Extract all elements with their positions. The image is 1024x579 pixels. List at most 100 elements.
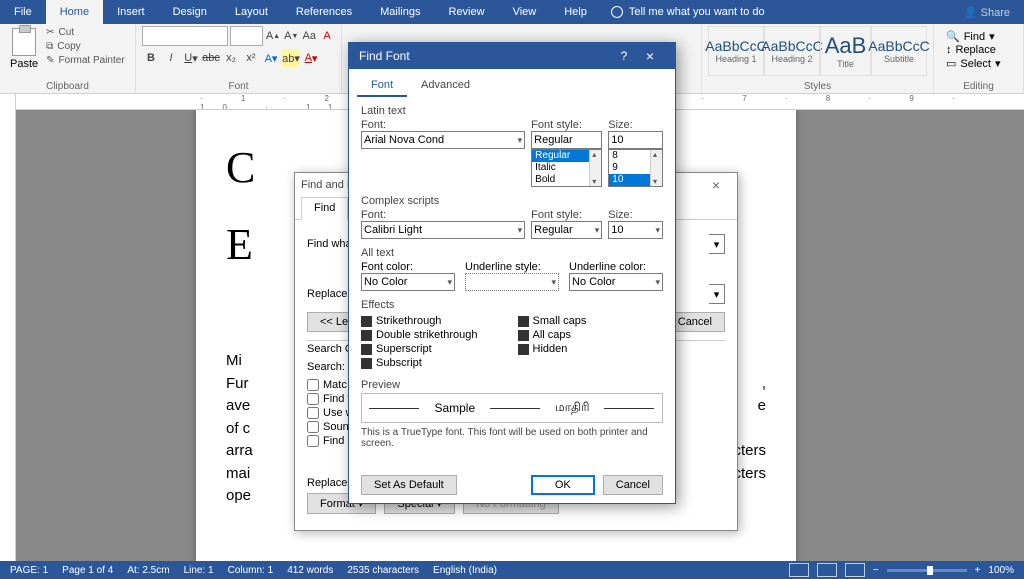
ff-superscript-check[interactable]: Superscript: [361, 343, 478, 355]
select-button[interactable]: ▭Select ▾: [946, 57, 1011, 70]
ff-style-input[interactable]: Regular: [531, 131, 602, 149]
tell-me-label: Tell me what you want to do: [629, 6, 765, 18]
highlight-button[interactable]: ab▾: [282, 49, 300, 67]
tab-layout[interactable]: Layout: [221, 0, 282, 24]
strike-button[interactable]: abc: [202, 49, 220, 67]
fr-tab-find[interactable]: Find: [301, 197, 348, 220]
tab-insert[interactable]: Insert: [103, 0, 159, 24]
tristate-icon: [518, 316, 529, 327]
tristate-icon: [518, 330, 529, 341]
font-name-select[interactable]: [142, 26, 228, 46]
scissors-icon: ✂: [46, 27, 54, 38]
ff-titlebar[interactable]: Find Font ? ×: [349, 43, 675, 69]
ff-subscript-check[interactable]: Subscript: [361, 357, 478, 369]
ff-sample1: Sample: [434, 401, 475, 415]
status-at[interactable]: At: 2.5cm: [127, 565, 169, 576]
ff-tab-advanced[interactable]: Advanced: [407, 75, 484, 97]
underline-button[interactable]: U▾: [182, 49, 200, 67]
copy-button[interactable]: ⧉Copy: [46, 40, 125, 53]
ff-dblstrike-check[interactable]: Double strikethrough: [361, 329, 478, 341]
scrollbar[interactable]: [589, 150, 601, 186]
ff-allcaps-check[interactable]: All caps: [518, 329, 587, 341]
ff-style-list[interactable]: Regular Italic Bold: [531, 149, 602, 187]
view-print-button[interactable]: [817, 563, 837, 577]
subscript-button[interactable]: x₂: [222, 49, 240, 67]
style-heading1[interactable]: AaBbCcCHeading 1: [708, 26, 764, 76]
tab-view[interactable]: View: [499, 0, 551, 24]
find-label: Find: [964, 31, 985, 43]
text-effects-button[interactable]: A▾: [262, 49, 280, 67]
ff-size2-select[interactable]: 10▾: [608, 221, 663, 239]
editing-group-label: Editing: [934, 81, 1023, 92]
fr-close-button[interactable]: ×: [701, 177, 731, 193]
grow-font-button[interactable]: A▲: [265, 27, 281, 45]
view-read-button[interactable]: [789, 563, 809, 577]
ff-font-select[interactable]: Arial Nova Cond▾: [361, 131, 525, 149]
ff-preview-box: Sample மாதிரி: [361, 393, 663, 423]
fr-search-label: Search:: [307, 361, 345, 373]
status-chars[interactable]: 2535 characters: [347, 565, 419, 576]
font-size-select[interactable]: [230, 26, 263, 46]
scrollbar[interactable]: [650, 150, 662, 186]
italic-button[interactable]: I: [162, 49, 180, 67]
tab-mailings[interactable]: Mailings: [366, 0, 434, 24]
tab-design[interactable]: Design: [159, 0, 221, 24]
share-button[interactable]: 👤 Share: [950, 6, 1024, 19]
ff-ok-button[interactable]: OK: [531, 475, 595, 495]
replace-icon: ↕: [946, 44, 952, 56]
zoom-in-button[interactable]: +: [975, 565, 981, 576]
ff-tab-font[interactable]: Font: [357, 75, 407, 97]
font-color-button[interactable]: A▾: [302, 49, 320, 67]
style-subtitle[interactable]: AaBbCcCSubtitle: [871, 26, 927, 76]
clear-format-button[interactable]: A: [319, 27, 335, 45]
ff-hidden-check[interactable]: Hidden: [518, 343, 587, 355]
ff-cancel-button[interactable]: Cancel: [603, 475, 663, 495]
font-group-label: Font: [136, 81, 341, 92]
status-lang[interactable]: English (India): [433, 565, 497, 576]
paste-button[interactable]: Paste: [6, 26, 42, 72]
tab-references[interactable]: References: [282, 0, 366, 24]
change-case-button[interactable]: Aa: [301, 27, 317, 45]
tab-review[interactable]: Review: [435, 0, 499, 24]
style-title[interactable]: AaBTitle: [820, 26, 871, 76]
ff-style2-select[interactable]: Regular▾: [531, 221, 602, 239]
ff-setdefault-button[interactable]: Set As Default: [361, 475, 457, 495]
status-pageof[interactable]: Page 1 of 4: [62, 565, 113, 576]
ff-complex-label: Complex scripts: [361, 195, 663, 207]
ff-strike-check[interactable]: Strikethrough: [361, 315, 478, 327]
tristate-icon: [361, 344, 372, 355]
style-heading2[interactable]: AaBbCcCHeading 2: [764, 26, 820, 76]
ff-help-button[interactable]: ?: [613, 49, 635, 63]
ff-font2-select[interactable]: Calibri Light▾: [361, 221, 525, 239]
bold-button[interactable]: B: [142, 49, 160, 67]
replace-button[interactable]: ↕Replace: [946, 44, 1011, 56]
format-painter-button[interactable]: ✎Format Painter: [46, 54, 125, 67]
ff-size-list[interactable]: 8 9 10: [608, 149, 663, 187]
ff-alltext-label: All text: [361, 247, 663, 259]
fr-findwhat-drop[interactable]: ▾: [709, 234, 725, 254]
superscript-button[interactable]: x²: [242, 49, 260, 67]
zoom-value[interactable]: 100%: [988, 565, 1014, 576]
fr-replacewith-drop[interactable]: ▾: [709, 284, 725, 304]
status-page[interactable]: PAGE: 1: [10, 565, 48, 576]
tell-me[interactable]: Tell me what you want to do: [601, 6, 775, 18]
zoom-slider[interactable]: [887, 569, 967, 572]
find-button[interactable]: 🔍Find ▾: [946, 30, 1011, 43]
tab-file[interactable]: File: [0, 0, 46, 24]
ff-underlinestyle-select[interactable]: ▾: [465, 273, 559, 291]
ff-underlinecolor-select[interactable]: No Color▾: [569, 273, 663, 291]
status-words[interactable]: 412 words: [287, 565, 333, 576]
tab-help[interactable]: Help: [550, 0, 601, 24]
shrink-font-button[interactable]: A▼: [283, 27, 299, 45]
zoom-out-button[interactable]: −: [873, 565, 879, 576]
tab-home[interactable]: Home: [46, 0, 103, 24]
ff-fontcolor-select[interactable]: No Color▾: [361, 273, 455, 291]
ff-smallcaps-check[interactable]: Small caps: [518, 315, 587, 327]
ff-size-input[interactable]: 10: [608, 131, 663, 149]
ff-close-button[interactable]: ×: [635, 48, 665, 64]
view-web-button[interactable]: [845, 563, 865, 577]
style-h2-label: Heading 2: [771, 54, 812, 64]
cut-button[interactable]: ✂Cut: [46, 26, 125, 39]
status-col[interactable]: Column: 1: [228, 565, 274, 576]
status-line[interactable]: Line: 1: [184, 565, 214, 576]
